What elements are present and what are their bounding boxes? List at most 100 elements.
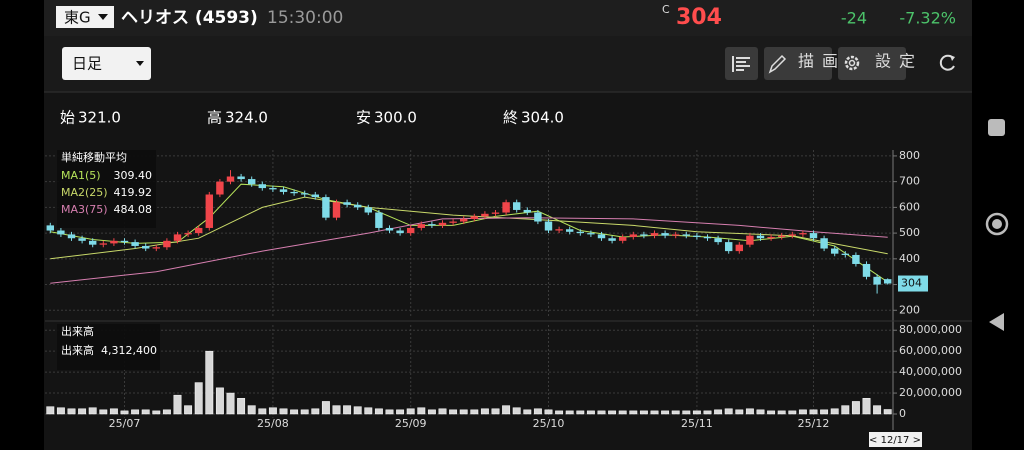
ohlc-value: 300.0 <box>374 109 417 127</box>
candle-body <box>78 238 86 241</box>
change: -24 <box>841 9 867 28</box>
refresh-arrow <box>950 55 955 61</box>
volume-bar <box>247 405 256 415</box>
market-select[interactable] <box>56 6 114 28</box>
volume-bar <box>364 407 373 415</box>
volume-bar <box>544 409 553 415</box>
layout-icon <box>732 56 750 72</box>
volume-bar <box>279 408 288 415</box>
volume-bar <box>820 409 829 415</box>
volume-bar <box>512 407 521 415</box>
candle-body <box>724 242 733 252</box>
ohlc-label: 高 <box>207 109 222 127</box>
header-bar <box>44 0 972 36</box>
price-flag: C <box>662 3 670 16</box>
volume-bar <box>576 410 585 415</box>
volume-legend-name: 出来高 <box>61 343 94 357</box>
volume-bar <box>661 410 670 415</box>
candle-body <box>576 231 585 234</box>
volume-tick-label: 60,000,000 <box>899 344 962 357</box>
legend-name: MA2(25) <box>61 186 108 199</box>
candle-body <box>173 234 182 241</box>
candle-body <box>470 216 479 219</box>
candle-body <box>788 234 797 236</box>
candle-body <box>481 213 489 217</box>
draw-label[interactable]: 描画 <box>798 52 846 71</box>
volume-tick-label: 80,000,000 <box>899 323 962 336</box>
volume-bar <box>78 408 87 415</box>
candle-body <box>152 247 161 249</box>
candle-body <box>555 229 563 231</box>
dropdown-arrow <box>136 61 144 66</box>
period[interactable]: 日足 <box>72 55 102 73</box>
volume-bar <box>597 410 606 415</box>
volume-bar <box>873 405 882 415</box>
settings-button[interactable] <box>838 47 906 80</box>
candle-body <box>438 222 447 226</box>
volume-bar <box>714 409 723 415</box>
nav-home[interactable] <box>985 212 1009 236</box>
candle-body <box>226 176 235 182</box>
candle-body <box>852 254 860 264</box>
volume-tick-label: 0 <box>899 407 906 420</box>
volume-bar <box>152 410 161 415</box>
nav-recent[interactable] <box>988 119 1005 136</box>
volume-bar <box>586 410 595 415</box>
nav-back[interactable] <box>989 313 1004 331</box>
layout-button[interactable] <box>725 47 758 80</box>
volume-bar <box>480 408 489 415</box>
ma-legend-title: 単純移動平均 <box>61 150 127 164</box>
candle-body <box>799 233 807 235</box>
candle-body <box>873 276 881 285</box>
volume-bar <box>851 401 860 415</box>
period-select[interactable] <box>62 47 151 80</box>
candle-body <box>428 224 436 226</box>
volume-bar <box>56 407 65 415</box>
candle-body <box>512 202 521 210</box>
settings-label[interactable]: 設定 <box>875 52 923 71</box>
candle-body <box>269 188 277 190</box>
candle-body <box>375 212 383 228</box>
candle-body <box>110 240 118 244</box>
refresh-icon[interactable] <box>939 54 955 71</box>
gear-icon <box>848 59 856 67</box>
candle-body <box>862 263 871 277</box>
candle-body <box>216 181 224 195</box>
candle-body <box>608 238 616 241</box>
market[interactable]: 東G <box>64 9 91 27</box>
volume-bar <box>417 407 426 415</box>
volume-bar <box>131 409 140 415</box>
volume-legend-box <box>57 324 160 370</box>
candle-body <box>682 234 691 236</box>
volume-legend-value: 4,312,400 <box>101 344 157 357</box>
volume-bar <box>502 405 511 415</box>
volume-bar <box>67 408 76 415</box>
candle-body <box>396 230 404 234</box>
ma-line <box>50 196 888 260</box>
volume-bar <box>374 408 383 415</box>
candle-body <box>343 202 351 205</box>
candle-body <box>406 227 415 234</box>
candle-body <box>491 212 500 214</box>
candle-body <box>523 209 532 213</box>
volume-bar <box>215 387 224 415</box>
volume-bar <box>565 410 574 415</box>
volume-bar <box>459 409 468 415</box>
candle-body <box>661 233 669 236</box>
x-tick-label: 25/10 <box>533 417 565 430</box>
candle-body <box>756 235 765 239</box>
candle-body <box>618 236 627 241</box>
candle-body <box>364 207 373 213</box>
legend-name: MA1(5) <box>61 169 101 182</box>
y-tick-label: 200 <box>899 303 920 316</box>
volume-bar <box>777 410 786 415</box>
y-tick-label: 500 <box>899 226 920 239</box>
candle-body <box>205 194 214 228</box>
volume-bar <box>268 407 277 415</box>
candle-body <box>322 197 330 218</box>
draw-button[interactable] <box>764 47 832 80</box>
volume-bar <box>237 398 246 415</box>
volume-bar <box>788 410 797 415</box>
volume-bar <box>88 407 97 415</box>
